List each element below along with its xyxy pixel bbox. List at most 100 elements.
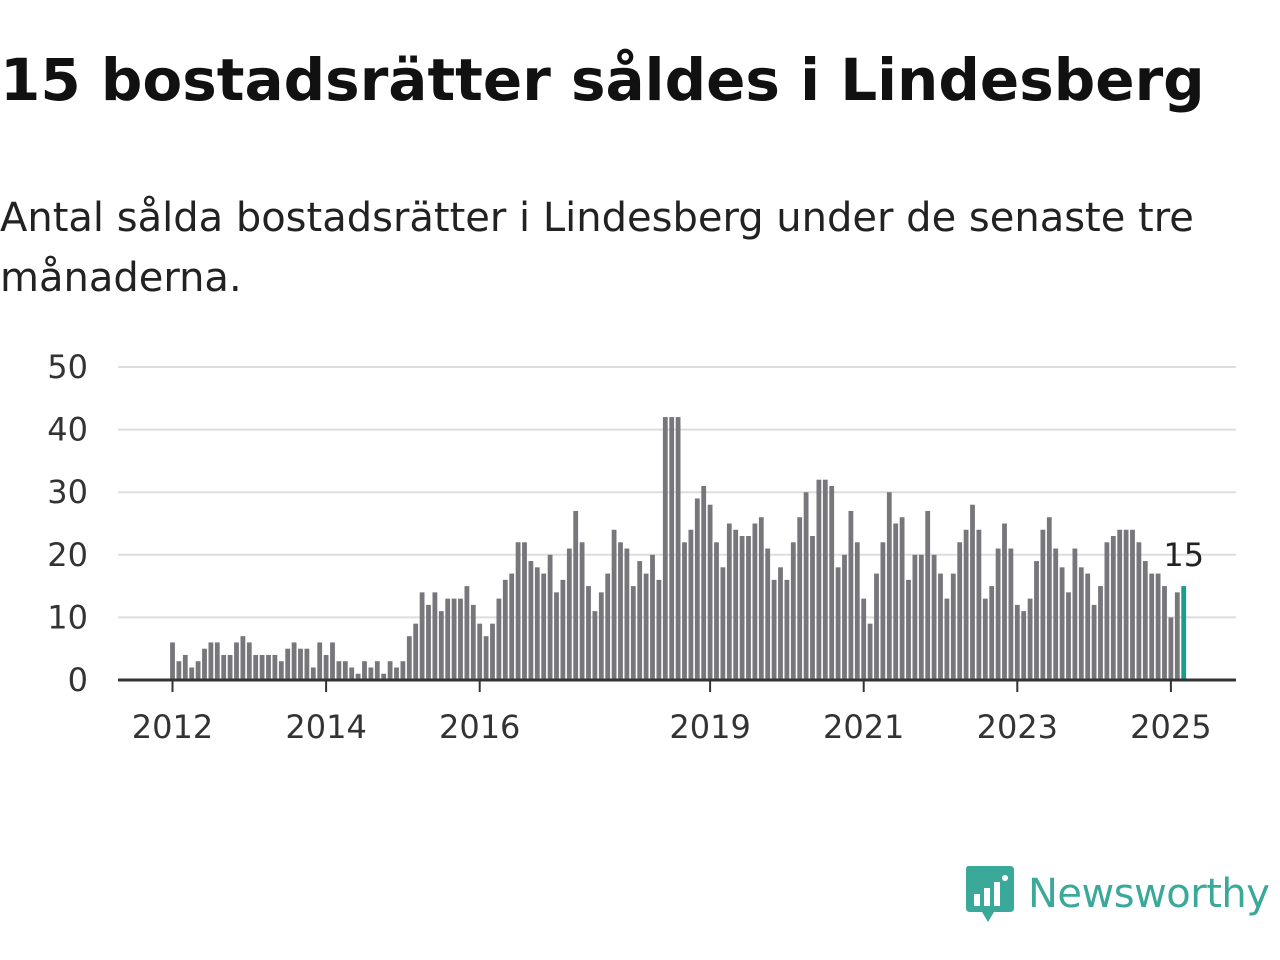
- bar: [637, 561, 643, 680]
- x-tick-label: 2021: [823, 708, 904, 746]
- bar: [662, 417, 668, 680]
- bar: [1046, 517, 1052, 680]
- bar: [1098, 586, 1103, 680]
- last-value-label: 15: [1163, 536, 1204, 574]
- x-tick-label: 2016: [439, 708, 520, 746]
- bar: [752, 523, 758, 680]
- bar: [419, 592, 425, 680]
- bar: [605, 573, 611, 680]
- bar: [170, 642, 175, 680]
- bar: [566, 548, 572, 680]
- bar: [701, 485, 707, 680]
- bar: [790, 542, 796, 680]
- bar: [688, 529, 694, 680]
- bar: [438, 611, 444, 680]
- bar: [253, 654, 259, 680]
- bar: [720, 567, 726, 680]
- brand-logo: Newsworthy: [964, 864, 1270, 924]
- bar: [976, 529, 982, 680]
- bar: [304, 648, 310, 680]
- bar: [848, 510, 854, 680]
- bar: [515, 542, 521, 680]
- bar: [893, 523, 899, 680]
- bar: [227, 654, 233, 680]
- bar: [1155, 573, 1161, 680]
- bar: [234, 642, 239, 680]
- bar: [368, 667, 374, 680]
- x-tick-label: 2025: [1130, 708, 1211, 746]
- bar: [240, 636, 246, 680]
- y-tick-label: 40: [47, 411, 88, 449]
- bar: [771, 579, 777, 680]
- x-tick-label: 2014: [285, 708, 366, 746]
- bar: [432, 592, 438, 680]
- bar: [1130, 529, 1135, 680]
- bar: [707, 504, 713, 680]
- bar: [406, 636, 412, 680]
- bar: [1002, 523, 1007, 680]
- bar: [970, 504, 975, 680]
- bar: [592, 611, 598, 680]
- bar: [842, 554, 847, 680]
- bar: [854, 542, 860, 680]
- bar: [246, 642, 252, 680]
- bar: [1123, 529, 1129, 680]
- bar: [272, 654, 278, 680]
- bar: [931, 554, 937, 680]
- bar: [714, 542, 719, 680]
- bar: [675, 417, 681, 680]
- chart-title: 15 bostadsrätter såldes i Lindesberg: [0, 46, 1205, 114]
- bar: [886, 492, 892, 680]
- y-tick-label: 10: [47, 598, 88, 636]
- bar: [694, 498, 700, 680]
- bar: [259, 654, 265, 680]
- bar: [1085, 573, 1091, 680]
- bar: [528, 561, 534, 680]
- bar: [554, 592, 559, 680]
- bar: [189, 667, 195, 680]
- bar: [182, 654, 188, 680]
- y-tick-label: 50: [47, 348, 88, 386]
- bar: [1078, 567, 1084, 680]
- bar: [400, 661, 406, 680]
- bar: [810, 536, 815, 680]
- bar: [1027, 598, 1033, 680]
- bar: [342, 661, 348, 680]
- bar: [349, 667, 355, 680]
- bar: [650, 554, 655, 680]
- bar: [336, 661, 342, 680]
- bar: [362, 661, 367, 680]
- bar: [1021, 611, 1027, 680]
- bar: [477, 623, 483, 680]
- bar: [496, 598, 502, 680]
- bar: [1034, 561, 1039, 680]
- bar: [739, 536, 745, 680]
- bar: [643, 573, 649, 680]
- bar: [202, 648, 207, 680]
- bar: [950, 573, 956, 680]
- bar: [918, 554, 924, 680]
- bar: [963, 529, 969, 680]
- bar: [509, 573, 515, 680]
- bars: [170, 417, 1187, 680]
- bar: [573, 510, 579, 680]
- bar: [669, 417, 675, 680]
- newsworthy-logo-icon: [966, 866, 1014, 922]
- y-tick-label: 0: [68, 661, 88, 699]
- bar: [835, 567, 841, 680]
- y-tick-label: 30: [47, 473, 88, 511]
- bar: [195, 661, 201, 680]
- bar: [944, 598, 950, 680]
- bar: [330, 642, 335, 680]
- bar: [1040, 529, 1046, 680]
- bar: [982, 598, 988, 680]
- bar: [880, 542, 886, 680]
- bar: [726, 523, 732, 680]
- bar: [656, 579, 662, 680]
- bar: [1117, 529, 1123, 680]
- bar: [829, 485, 835, 680]
- bar: [214, 642, 220, 680]
- bar: [995, 548, 1001, 680]
- bar: [1059, 567, 1065, 680]
- bar: [278, 661, 284, 680]
